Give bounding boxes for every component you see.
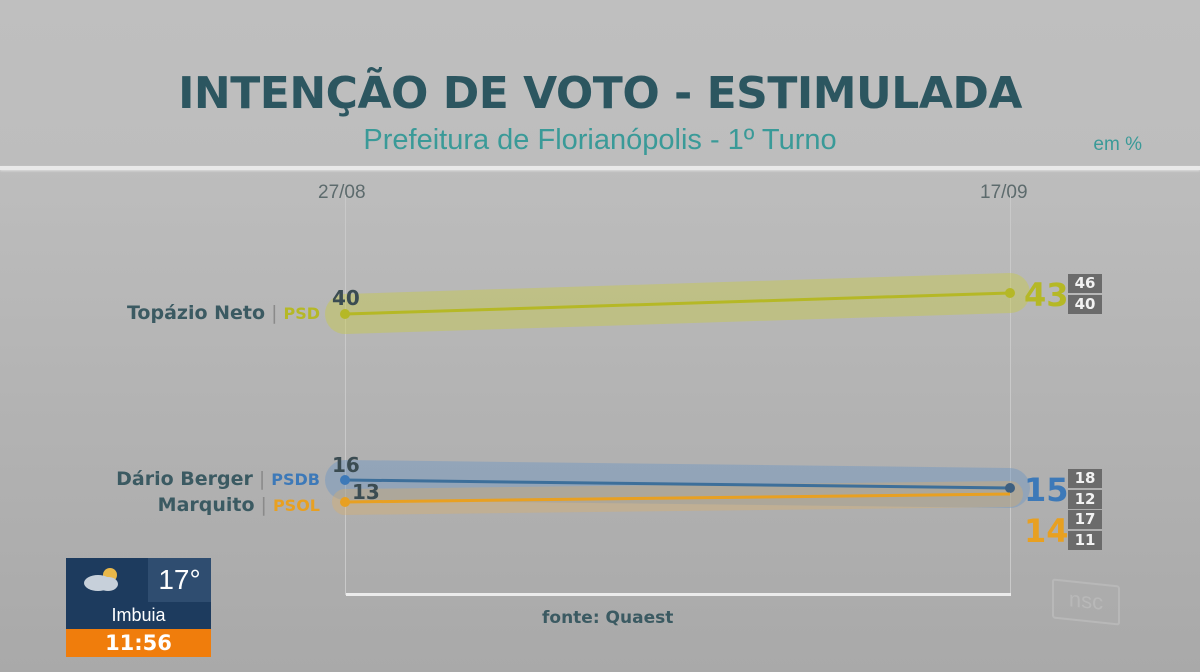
candidate-label-topazio: Topázio Neto | PSD xyxy=(127,302,320,324)
x-axis-line xyxy=(346,593,1011,596)
end-value-topazio: 43 xyxy=(1024,276,1069,314)
end-gridline xyxy=(1010,195,1011,595)
candidate-name: Marquito xyxy=(157,494,255,516)
candidate-name: Topázio Neto xyxy=(126,302,266,324)
date-start: 27/08 xyxy=(318,182,366,203)
end-value-dario: 15 xyxy=(1024,471,1069,509)
end-value-marquito: 14 xyxy=(1024,512,1069,550)
date-end: 17/09 xyxy=(980,182,1028,203)
clock-time: 11:56 xyxy=(66,629,211,657)
source-label: fonte: Quaest xyxy=(542,608,674,628)
margin-high-topazio: 46 xyxy=(1068,274,1102,293)
unit-label: em % xyxy=(1093,134,1142,155)
temperature: 17° xyxy=(148,558,211,602)
candidate-name: Dário Berger xyxy=(116,468,253,490)
city-name: Imbuia xyxy=(66,602,211,629)
chart-subtitle: Prefeitura de Florianópolis - 1º Turno xyxy=(363,124,837,156)
start-gridline xyxy=(345,195,346,595)
start-value-topazio: 40 xyxy=(332,286,360,310)
separator: | xyxy=(258,468,266,490)
partly-cloudy-icon xyxy=(66,558,148,602)
party-label: PSD xyxy=(283,304,320,323)
party-label: PSDB xyxy=(271,470,320,489)
nsc-logo: nsc xyxy=(1052,578,1120,626)
header-divider xyxy=(0,166,1200,170)
party-label: PSOL xyxy=(272,496,320,515)
weather-widget: 17° Imbuia 11:56 xyxy=(66,558,211,657)
candidate-label-dario: Dário Berger | PSDB xyxy=(116,468,320,490)
start-value-marquito: 13 xyxy=(352,480,380,504)
margin-low-topazio: 40 xyxy=(1068,295,1102,314)
candidate-label-marquito: Marquito | PSOL xyxy=(158,494,320,516)
chart-title: INTENÇÃO DE VOTO - ESTIMULADA xyxy=(178,68,1022,119)
margin-high-marquito: 17 xyxy=(1068,510,1102,529)
margin-high-dario: 18 xyxy=(1068,469,1102,488)
separator: | xyxy=(271,302,278,324)
margin-low-marquito: 11 xyxy=(1068,531,1102,550)
start-value-dario: 16 xyxy=(332,453,360,477)
separator: | xyxy=(260,494,267,516)
margin-low-dario: 12 xyxy=(1068,490,1102,509)
